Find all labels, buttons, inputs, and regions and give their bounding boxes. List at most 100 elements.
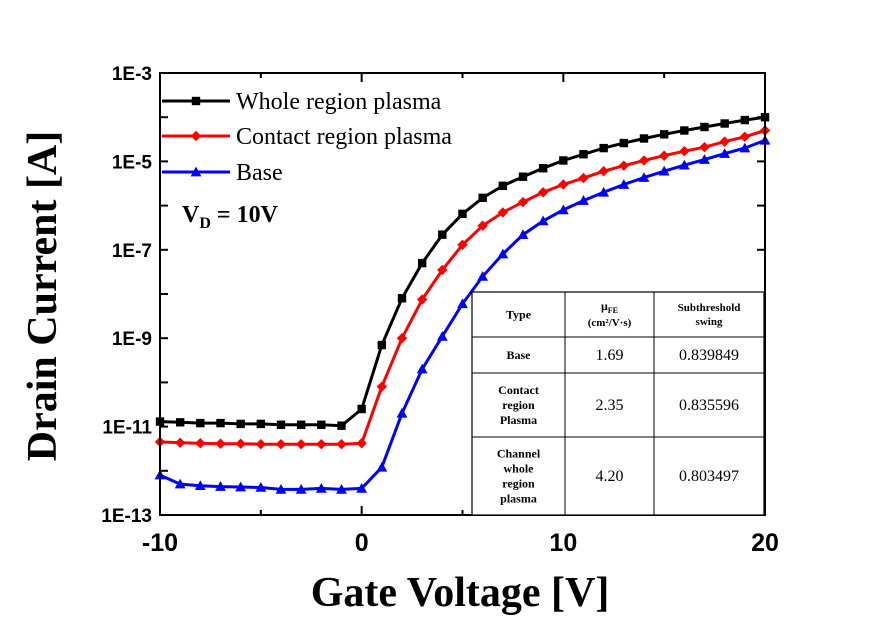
data-point	[316, 438, 327, 450]
data-point	[337, 421, 346, 430]
data-point	[538, 164, 548, 173]
data-point	[700, 122, 709, 132]
y-tick-label: 1E-11	[102, 418, 152, 439]
data-point	[517, 229, 529, 239]
data-point	[235, 438, 246, 449]
data-point	[699, 154, 710, 164]
data-point	[699, 141, 710, 153]
data-point	[275, 438, 287, 450]
data-point	[618, 179, 630, 189]
table-cell-type: whole	[504, 461, 535, 475]
data-point	[438, 230, 447, 239]
data-point	[256, 419, 266, 429]
table-header-mobility-unit: (cm²/V·s)	[588, 317, 632, 329]
data-point	[317, 420, 326, 429]
data-point	[437, 264, 448, 276]
data-point	[276, 420, 286, 429]
parameter-table: Type μFE (cm²/V·s) Subthreshold swing Base 1.6…	[471, 291, 765, 516]
data-point	[215, 438, 226, 449]
table-header-mobility: μFE	[601, 299, 618, 315]
table-cell-type: Channel	[497, 446, 541, 460]
data-point	[558, 179, 569, 190]
data-point	[457, 298, 468, 309]
data-point	[174, 478, 186, 489]
x-tick-label: 10	[549, 529, 577, 557]
y-axis-title: Drain Current [A]	[20, 131, 66, 462]
data-point	[377, 340, 387, 350]
legend-label: Contact region plasma	[236, 124, 452, 150]
data-point	[376, 381, 388, 392]
data-point	[557, 204, 569, 215]
data-point	[275, 483, 287, 494]
y-tick-label: 1E-3	[112, 64, 152, 85]
table-cell-type: region	[502, 476, 535, 490]
y-tick-label: 1E-13	[101, 506, 152, 527]
legend-swatch-marker	[190, 166, 202, 177]
ticks-layer: 1E-13 1E-11 1E-9 1E-7 1E-5 1E-3 -10 0 10 20	[101, 64, 779, 557]
table-cell-type: region	[502, 398, 535, 412]
data-point	[194, 480, 206, 491]
table-cell-mobility: 1.69	[596, 347, 624, 364]
legend-swatch-marker	[190, 130, 202, 142]
data-point	[638, 172, 650, 182]
legend-label: Base	[236, 160, 283, 186]
table-header-swing: swing	[696, 316, 723, 328]
table-header-type: Type	[506, 307, 532, 321]
data-point	[376, 461, 388, 472]
data-point	[336, 483, 347, 494]
data-point	[658, 150, 670, 161]
data-point	[638, 155, 650, 166]
table-border	[471, 291, 765, 516]
table-cell-type: plasma	[500, 491, 537, 505]
data-point	[679, 146, 690, 157]
y-tick-label: 1E-7	[112, 241, 152, 262]
data-point	[175, 418, 185, 427]
data-point	[216, 418, 225, 428]
data-point	[416, 363, 428, 374]
data-point	[356, 438, 367, 449]
series-2	[154, 134, 771, 494]
data-point	[255, 438, 267, 450]
vd-annotation-main: V	[182, 202, 200, 228]
data-point	[497, 248, 509, 259]
data-point	[497, 207, 509, 218]
data-point	[719, 136, 730, 147]
table-cell-swing: 0.835596	[679, 397, 739, 414]
data-point	[559, 156, 568, 165]
data-point	[396, 407, 408, 418]
vd-annotation-rest: = 10V	[211, 202, 279, 228]
data-point	[739, 131, 751, 143]
table-header-swing: Subthreshold	[678, 302, 741, 314]
data-point	[719, 148, 731, 158]
table-cell-mobility: 2.35	[596, 397, 624, 414]
data-point	[255, 482, 267, 492]
table-cell-swing: 0.839849	[679, 347, 739, 364]
data-point	[396, 333, 408, 344]
data-point	[498, 181, 508, 191]
data-point	[417, 258, 427, 268]
data-point	[720, 119, 729, 128]
data-point	[740, 115, 750, 125]
data-point	[458, 209, 467, 219]
data-point	[680, 126, 689, 135]
data-point	[598, 166, 609, 177]
table-cell-mobility: 4.20	[596, 468, 624, 485]
data-point	[416, 294, 428, 305]
data-point	[579, 150, 588, 159]
data-point	[457, 239, 468, 250]
legend: Whole region plasma Contact region plasma…	[162, 89, 452, 186]
data-point	[518, 172, 528, 181]
data-point	[537, 215, 549, 226]
data-point	[397, 294, 407, 303]
y-tick-label: 1E-5	[112, 152, 153, 173]
data-point	[477, 271, 489, 281]
legend-swatch-marker	[191, 96, 201, 106]
data-point	[196, 418, 205, 428]
data-point	[537, 187, 549, 198]
x-tick-label: -10	[142, 529, 178, 557]
data-point	[215, 481, 226, 491]
x-tick-label: 0	[355, 529, 369, 557]
data-point	[578, 195, 589, 205]
data-point	[619, 138, 629, 148]
data-point	[477, 220, 488, 231]
